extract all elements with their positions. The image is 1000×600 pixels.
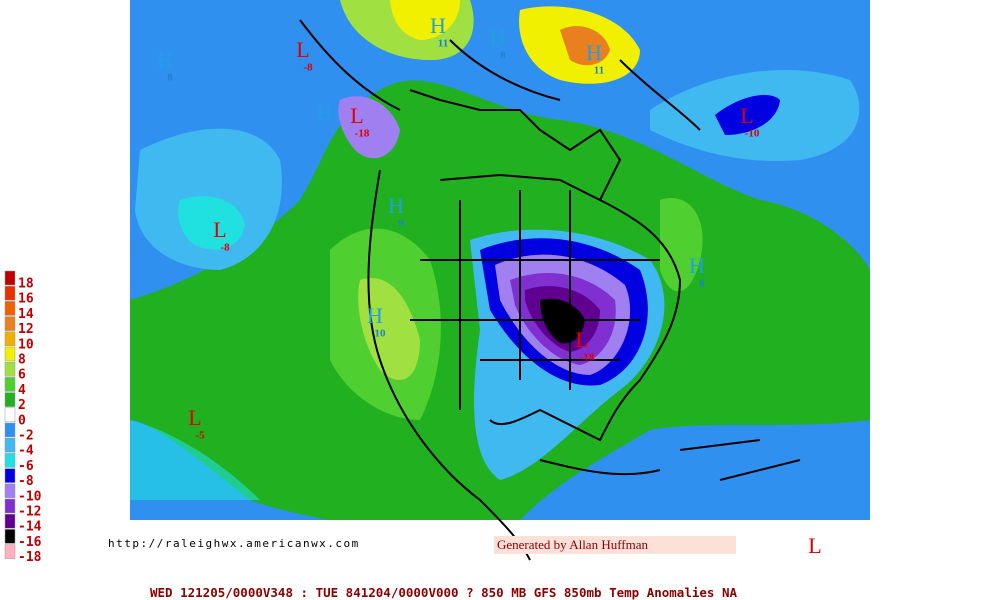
center-label: L <box>296 37 309 62</box>
legend-swatch <box>4 331 16 347</box>
legend-label: -10 <box>18 489 42 504</box>
legend-swatch <box>4 468 16 483</box>
center-label: L <box>575 327 588 352</box>
center-value: 8 <box>167 72 173 84</box>
legend-label: -14 <box>18 520 42 535</box>
center-value: -18 <box>580 352 595 364</box>
center-value: 11 <box>438 38 448 50</box>
center-label: L <box>740 103 753 128</box>
legend-swatch <box>4 483 16 499</box>
legend-swatch <box>4 437 16 453</box>
center-value: -8 <box>220 242 230 254</box>
center-value: 11 <box>594 65 604 77</box>
footer: WED 121205/0000V348 : TUE 841204/0000V00… <box>150 585 737 600</box>
center-label: H <box>157 47 173 72</box>
legend-swatch <box>4 392 16 407</box>
legend-label: 0 <box>18 413 26 428</box>
coastlines <box>299 19 801 561</box>
legend-swatch <box>4 361 16 377</box>
center-value: 8 <box>500 50 506 62</box>
legend-swatch <box>4 498 16 514</box>
center-label: H <box>388 193 404 218</box>
legend-swatch <box>4 513 16 529</box>
legend-label: -16 <box>18 535 42 550</box>
center-label: H <box>586 40 602 65</box>
center-value: -8 <box>303 62 313 74</box>
legend-swatch <box>4 407 16 423</box>
center-label: L <box>213 217 226 242</box>
legend-label: 10 <box>18 337 34 352</box>
center-value: -18 <box>355 128 370 140</box>
credit: Generated by Allan Huffman <box>497 537 649 552</box>
center-label: H <box>430 13 446 38</box>
anomaly-field <box>130 0 870 560</box>
legend-label: 12 <box>18 322 34 337</box>
legend-swatch <box>4 377 16 392</box>
source-url: http://raleighwx.americanwx.com <box>108 537 360 550</box>
legend-label: 16 <box>18 292 34 307</box>
center-label: L <box>808 533 821 558</box>
legend-label: -18 <box>18 550 42 565</box>
center-value: -5 <box>195 430 205 442</box>
legend-swatch <box>4 544 16 559</box>
legend-swatch <box>4 301 16 316</box>
legend-swatch <box>4 422 16 438</box>
center-label: L <box>188 405 201 430</box>
legend-swatch <box>4 285 16 301</box>
legend-label: 6 <box>18 368 26 383</box>
legend-label: 18 <box>18 277 34 292</box>
legend-swatch <box>4 453 16 468</box>
legend-label: -2 <box>18 429 34 444</box>
center-label: L <box>350 103 363 128</box>
legend-label: 8 <box>18 353 26 368</box>
legend-swatch <box>4 529 16 544</box>
legend-label: -8 <box>18 474 34 489</box>
legend-label: -4 <box>18 444 34 459</box>
center-label: H <box>689 253 705 278</box>
legend-swatch <box>4 346 16 362</box>
legend-label: -6 <box>18 459 34 474</box>
legend-swatch <box>4 270 16 286</box>
center-value: 10 <box>375 328 387 340</box>
legend-label: 4 <box>18 383 26 398</box>
legend-label: -12 <box>18 505 41 520</box>
credit-box <box>494 536 736 554</box>
center-label: H <box>317 100 333 125</box>
center-label: H <box>367 303 383 328</box>
legend-label: 2 <box>18 398 26 413</box>
legend-label: 14 <box>18 307 34 322</box>
center-label: H <box>490 25 506 50</box>
legend-swatch <box>4 316 16 331</box>
center-value: 9 <box>398 218 404 230</box>
center-value: 6 <box>699 278 705 290</box>
center-value: -10 <box>745 128 760 140</box>
